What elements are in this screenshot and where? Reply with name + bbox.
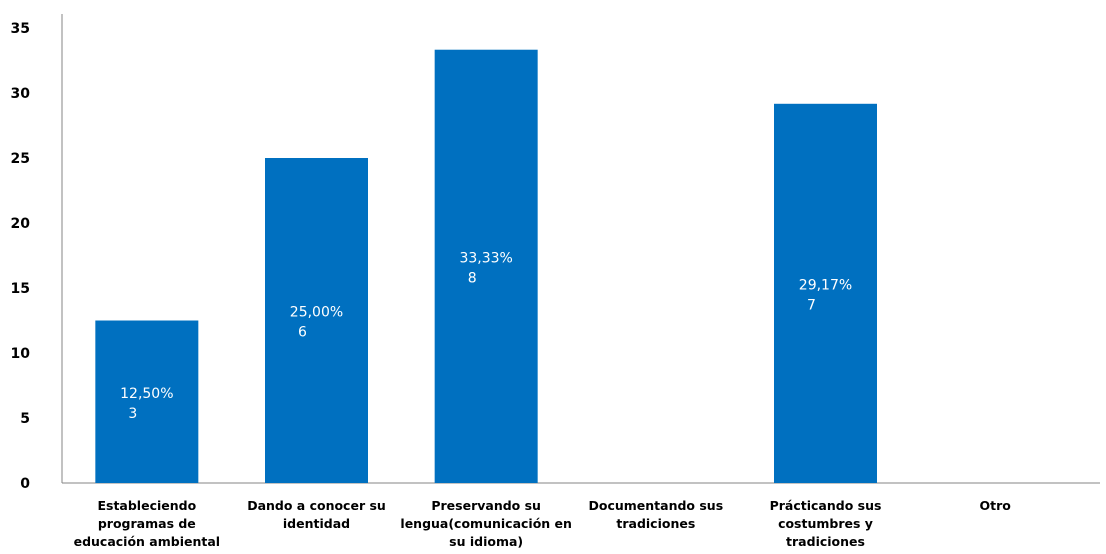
x-category-label-line: su idioma) xyxy=(449,534,523,549)
data-label-percent: 33,33% xyxy=(459,250,512,266)
x-category-label: Documentando sus tradiciones xyxy=(589,498,724,531)
y-tick-label: 0 xyxy=(20,476,30,492)
bar xyxy=(774,103,877,483)
x-category-label-line: Prácticando sus xyxy=(770,498,882,513)
bar xyxy=(434,49,538,484)
y-tick-label: 10 xyxy=(11,346,31,362)
labels: 12,50% 3 Estableciendo programas de educació… xyxy=(74,250,1012,549)
bars xyxy=(95,49,877,484)
y-tick-label: 25 xyxy=(11,151,30,167)
data-label-count: 6 xyxy=(298,325,307,341)
bar xyxy=(265,158,368,483)
y-tick-label: 5 xyxy=(20,411,30,427)
axes: 0 5 10 15 20 25 30 35 xyxy=(11,14,1100,492)
data-label-count: 7 xyxy=(807,297,816,313)
data-label-percent: 25,00% xyxy=(290,305,343,321)
x-category-label: Preservando su lengua(comunicación en su i… xyxy=(400,498,572,549)
x-category-label: Dando a conocer su identidad xyxy=(247,498,386,531)
x-category-label-line: costumbres y xyxy=(778,516,873,531)
x-category-label-line: Otro xyxy=(979,498,1011,513)
x-category-label-line: Preservando su xyxy=(431,498,541,513)
x-category-label-line: Dando a conocer su xyxy=(247,498,386,513)
data-label-percent: 29,17% xyxy=(799,277,852,293)
x-category-label-line: tradiciones xyxy=(786,534,865,549)
x-category-label-line: programas de xyxy=(98,516,196,531)
x-category-label-line: educación ambiental xyxy=(74,534,220,549)
x-category-label-line: tradiciones xyxy=(616,516,695,531)
y-tick-label: 20 xyxy=(11,216,31,232)
x-category-label: Estableciendo programas de educación ambie… xyxy=(74,498,220,549)
x-category-label-line: Documentando sus xyxy=(589,498,724,513)
x-category-label-line: lengua(comunicación en xyxy=(400,516,572,531)
x-category-label-line: Estableciendo xyxy=(97,498,196,513)
y-tick-label: 35 xyxy=(11,21,30,37)
y-tick-label: 15 xyxy=(11,281,30,297)
x-category-label-line: identidad xyxy=(283,516,350,531)
data-label-count: 3 xyxy=(128,406,137,422)
y-tick-label: 30 xyxy=(11,86,31,102)
x-category-label: Otro xyxy=(979,498,1011,513)
bar xyxy=(95,320,199,483)
data-label-count: 8 xyxy=(468,270,477,286)
x-category-label: Prácticando sus costumbres y tradiciones xyxy=(770,498,882,549)
data-label-percent: 12,50% xyxy=(120,386,173,402)
